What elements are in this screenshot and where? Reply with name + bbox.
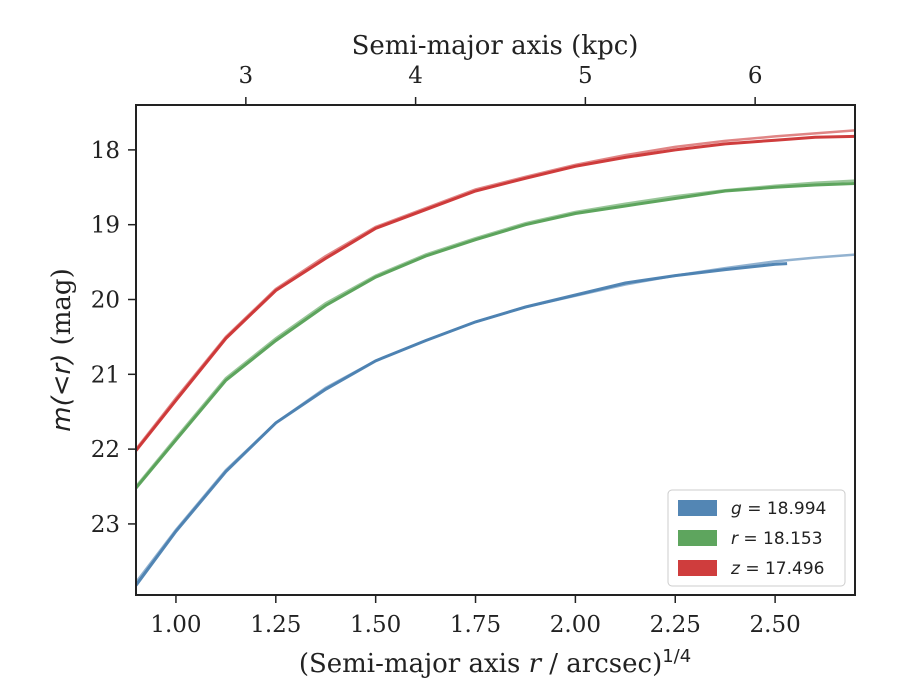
- x-tick-label: 1.50: [350, 612, 401, 638]
- x-tick-label: 2.50: [750, 612, 801, 638]
- x-tick-label: 2.00: [550, 612, 601, 638]
- x-axis-label: (Semi-major axis r / arcsec)1/4: [299, 646, 691, 679]
- bottom-ticks: 1.00 1.25 1.50 1.75 2.00 2.25 2.50: [150, 595, 801, 638]
- series-layer: [136, 129, 855, 587]
- top-tick-label: 5: [578, 63, 593, 89]
- legend-swatch-z: [678, 560, 717, 576]
- top-tick-label: 4: [408, 63, 423, 89]
- legend-swatch-g: [678, 500, 717, 516]
- x-tick-label: 1.00: [150, 612, 201, 638]
- y-tick-label: 23: [91, 512, 120, 538]
- x-tick-label: 1.75: [450, 612, 501, 638]
- legend-label-r: r = 18.153: [731, 529, 823, 549]
- series-g-line: [136, 262, 788, 587]
- top-tick-label: 3: [239, 63, 254, 89]
- top-axis-label: Semi-major axis (kpc): [352, 31, 639, 61]
- legend: g = 18.994 r = 18.153 z = 17.496: [667, 489, 846, 587]
- y-tick-label: 21: [91, 362, 120, 388]
- legend-entries: g = 18.994 r = 18.153 z = 17.496: [678, 499, 826, 579]
- top-tick-label: 6: [748, 63, 763, 89]
- legend-label-g: g = 18.994: [731, 499, 826, 519]
- y-tick-label: 20: [91, 288, 120, 314]
- y-tick-label: 19: [91, 213, 120, 239]
- legend-swatch-r: [678, 530, 717, 546]
- x-tick-label: 2.25: [650, 612, 701, 638]
- x-tick-label: 1.25: [250, 612, 301, 638]
- plot-frame: [135, 104, 856, 596]
- y-tick-label: 18: [91, 138, 120, 164]
- series-z-line: [136, 134, 855, 452]
- series-r-line: [136, 182, 855, 489]
- top-ticks: 3 4 5 6: [239, 63, 763, 105]
- left-ticks: 18 19 20 21 22 23: [91, 138, 136, 538]
- y-axis-label: m(<r) (mag): [47, 268, 77, 431]
- y-tick-label: 22: [91, 437, 120, 463]
- legend-label-z: z = 17.496: [730, 559, 824, 579]
